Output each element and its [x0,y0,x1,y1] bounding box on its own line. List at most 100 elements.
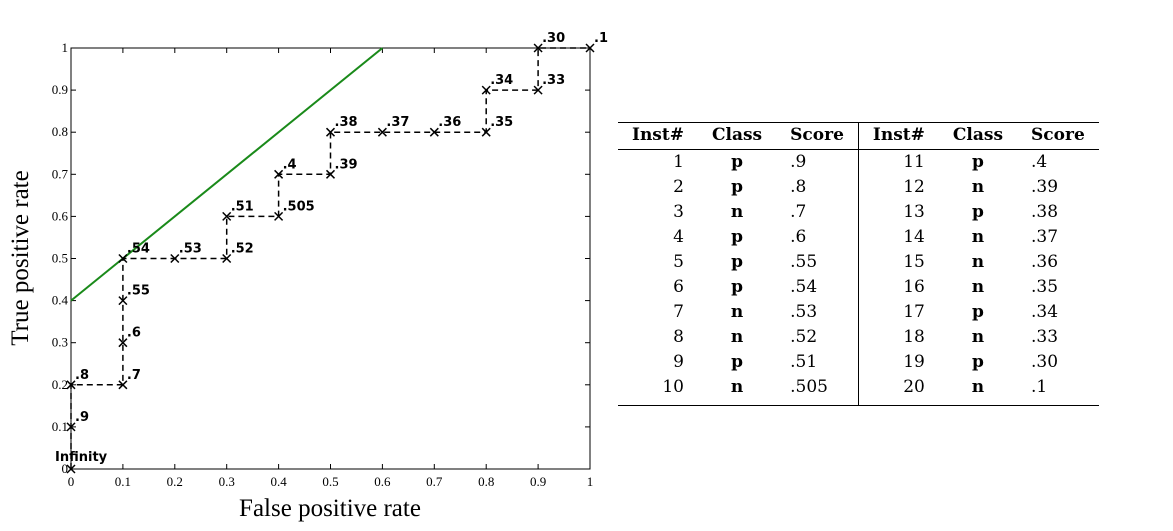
table-row: 1 p .9 11 p .4 [618,149,1099,175]
x-tick-label: 0.2 [167,474,183,489]
roc-point-marker [325,169,336,179]
header-score-1: Score [776,122,859,150]
cell-score: .8 [776,175,859,200]
roc-point-marker [377,127,387,137]
y-tick-label: 0.8 [52,124,68,139]
roc-point-marker [66,464,76,474]
table-row: 4 p .6 14 n .37 [618,225,1099,250]
table-row: 5 p .55 15 n .36 [618,250,1099,275]
cell-score: .37 [1031,227,1059,247]
table-row: 8 n .52 18 n .33 [618,325,1099,350]
cell-inst: 9 [673,352,684,372]
roc-point-marker [66,422,76,432]
cell-class: p [972,302,984,322]
roc-point-label: .37 [386,115,409,130]
table-header-row: Inst# Class Score Inst# Class Score [618,122,1099,150]
roc-point-label: .6 [127,326,141,341]
x-tick-label: 0.6 [374,474,391,489]
cell-class: p [731,277,743,297]
y-tick-label: 0.4 [52,293,69,308]
header-inst-1: Inst# [618,122,698,150]
x-tick-label: 0.8 [478,474,494,489]
cell-class: n [730,302,744,322]
cell-score: .30 [1031,352,1059,372]
cell-class: n [697,375,777,406]
cell-class: n [971,327,985,347]
cell-score: .55 [776,250,859,275]
roc-point-marker [118,338,128,348]
x-tick-label: 0 [68,474,75,489]
cell-score: .38 [1031,202,1059,222]
table-row: 9 p .51 19 p .30 [618,350,1099,375]
roc-point-label: .36 [438,115,461,130]
cell-class: n [730,202,744,222]
x-tick-label: 0.9 [530,474,546,489]
x-axis-title: False positive rate [239,495,421,522]
roc-point-label: .53 [179,242,202,257]
roc-point-marker [170,253,180,264]
roc-curve [70,47,590,469]
y-tick-label: 0.2 [52,377,68,392]
roc-point-labels: Infinity .9 .8 .7 .6 .55 .54 .53 .52 .51 .505 .4 .39… [55,31,608,465]
cell-class: p [731,227,743,247]
cell-score: .34 [1031,302,1059,322]
cell-score: .36 [1031,252,1059,272]
y-tick-label: 1 [62,40,69,55]
y-tick-label: 0.1 [52,419,68,434]
roc-point-label: .505 [283,199,315,214]
x-tick-label: 0.7 [426,474,443,489]
cell-inst: 20 [858,375,939,406]
header-class-1: Class [697,122,777,150]
cell-score: .33 [1031,327,1059,347]
roc-point-label: .34 [490,73,513,88]
roc-point-marker [429,127,439,137]
cell-score: .9 [776,149,859,175]
roc-point-label: .35 [490,115,513,130]
cell-inst: 17 [903,302,925,322]
cell-inst: 8 [673,327,684,347]
roc-point-marker [118,253,128,264]
roc-point-marker [325,127,336,137]
table-row: 10 n .505 20 n .1 [618,375,1099,406]
roc-point-marker [66,380,76,390]
roc-point-label: .55 [127,284,150,299]
cell-inst: 3 [673,202,684,222]
cell-inst: 4 [673,227,684,247]
y-tick-label: 0.6 [52,208,69,223]
cell-class: n [938,375,1018,406]
cell-score: .4 [1031,152,1048,172]
roc-point-label: .7 [127,368,141,383]
cell-score: .53 [776,300,859,325]
cell-inst: 13 [903,202,925,222]
cell-score: .7 [776,200,859,225]
cell-inst: 7 [673,302,684,322]
y-tick-label: 0.9 [52,82,68,97]
roc-markers [66,43,595,474]
roc-point-marker [274,169,284,179]
cell-score: .52 [776,325,859,350]
cell-class: p [731,177,743,197]
cell-inst: 2 [673,177,684,197]
y-tick-label: 0.3 [52,335,68,350]
iso-performance-line [70,47,384,302]
cell-class: p [731,352,743,372]
cell-inst: 16 [903,277,925,297]
cell-inst: 1 [673,152,684,172]
header-inst-2: Inst# [858,122,939,150]
roc-point-label: .52 [231,242,254,257]
cell-score: .1 [1017,375,1099,406]
roc-point-marker [585,43,595,53]
table-row: 3 n .7 13 p .38 [618,200,1099,225]
roc-point-label: .4 [283,157,297,172]
axis-ticks [70,47,591,470]
cell-inst: 18 [903,327,925,347]
cell-inst: 11 [903,152,925,172]
roc-point-label: .9 [75,410,89,425]
roc-point-marker [533,85,543,95]
x-tick-label: 0.1 [115,474,131,489]
roc-point-label: .39 [335,157,358,172]
cell-score: .51 [776,350,859,375]
axis-tick-labels: 0 0.1 0.2 0.3 0.4 0.5 0.6 0.7 0.8 0.9 1 0 0.1 0.2 0.3 0… [52,40,594,489]
cell-class: p [972,152,984,172]
x-tick-label: 0.5 [322,474,338,489]
